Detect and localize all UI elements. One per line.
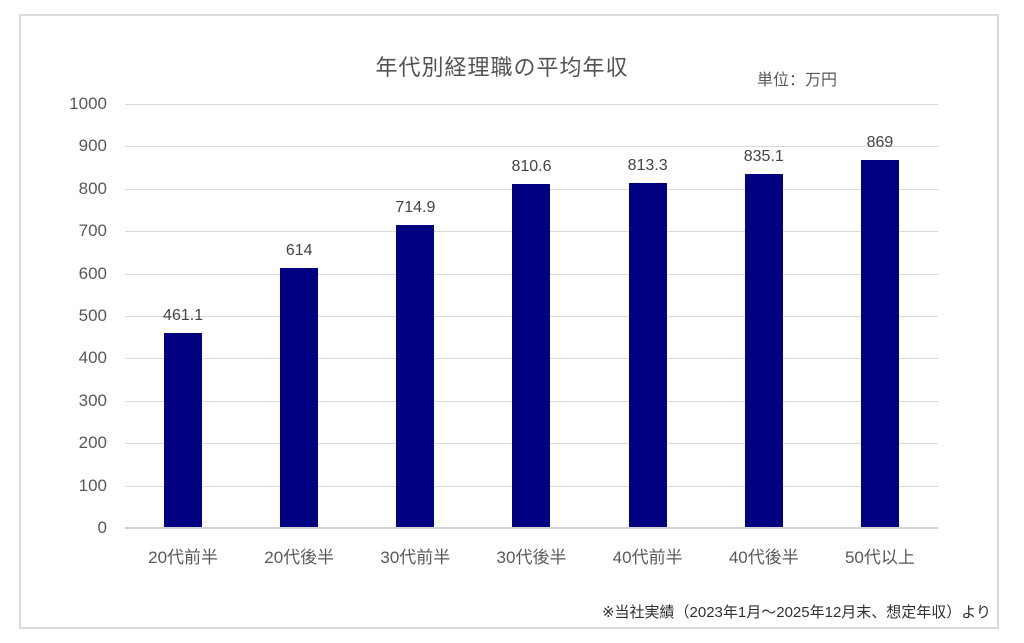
y-tick-label: 300 bbox=[78, 390, 107, 410]
y-tick-label: 400 bbox=[78, 348, 107, 368]
bar bbox=[396, 224, 435, 528]
y-axis-labels: 0 100 200 300 400 500 600 700 800 900 1000 bbox=[40, 94, 107, 537]
y-tick-label: 800 bbox=[78, 178, 107, 198]
data-label: 614 bbox=[285, 241, 313, 259]
bar-series: 461.1 614 714.9 810.6 813.3 835.1 869 bbox=[125, 104, 938, 528]
x-tick-label: 30代後半 bbox=[496, 548, 567, 567]
bar-slot: 869 bbox=[822, 104, 938, 528]
bar bbox=[512, 184, 551, 528]
bar-slot: 714.9 bbox=[357, 104, 473, 528]
x-tick-label: 40代後半 bbox=[728, 548, 799, 567]
gridline bbox=[125, 146, 938, 148]
bar bbox=[744, 173, 783, 528]
x-axis-line bbox=[125, 527, 938, 529]
y-tick-label: 700 bbox=[78, 221, 107, 241]
y-tick-label: 1000 bbox=[69, 94, 107, 113]
bar bbox=[164, 332, 203, 528]
x-axis-labels: 20代前半 20代後半 30代前半 30代後半 40代前半 40代後半 50代以上 bbox=[125, 543, 938, 568]
data-label: 813.3 bbox=[627, 157, 668, 175]
data-label: 810.6 bbox=[511, 158, 552, 176]
footnote: ※当社実績（2023年1月～2025年12月末、想定年収）より bbox=[601, 604, 991, 621]
x-tick-label: 30代前半 bbox=[380, 548, 451, 567]
y-tick-label: 600 bbox=[78, 263, 107, 283]
y-tick-label: 500 bbox=[78, 306, 107, 325]
bar-slot: 835.1 bbox=[706, 104, 822, 528]
data-label: 714.9 bbox=[395, 198, 436, 216]
bar-slot: 461.1 bbox=[125, 104, 241, 528]
x-tick-label: 40代前半 bbox=[612, 548, 683, 567]
y-tick-label: 100 bbox=[78, 475, 107, 495]
x-tick-label: 20代後半 bbox=[264, 548, 335, 567]
x-tick-label: 20代前半 bbox=[148, 548, 219, 567]
plot-area: 461.1 614 714.9 810.6 813.3 835.1 869 bbox=[125, 104, 938, 529]
bar-slot: 813.3 bbox=[590, 104, 706, 528]
data-label: 461.1 bbox=[163, 306, 204, 324]
bar bbox=[860, 159, 899, 528]
y-tick-label: 200 bbox=[78, 433, 107, 453]
chart-title: 年代別経理職の平均年収 bbox=[375, 55, 629, 80]
data-label: 869 bbox=[866, 133, 894, 151]
gridline bbox=[125, 104, 938, 105]
unit-label: 単位：万円 bbox=[757, 72, 838, 89]
bar bbox=[628, 183, 667, 528]
bar-slot: 810.6 bbox=[473, 104, 589, 528]
y-tick-label: 0 bbox=[97, 518, 107, 537]
bar-slot: 614 bbox=[241, 104, 357, 528]
bar bbox=[280, 267, 319, 528]
y-tick-label: 900 bbox=[78, 136, 107, 156]
x-tick-label: 50代以上 bbox=[844, 548, 915, 567]
data-label: 835.1 bbox=[743, 147, 784, 165]
